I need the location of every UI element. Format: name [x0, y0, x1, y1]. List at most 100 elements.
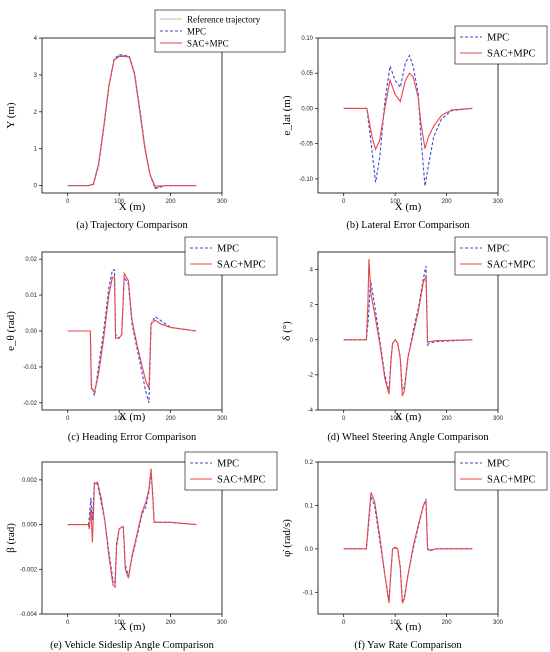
subplot-3: 0 100 200 300 0.02 0.01 0.00 -0.01 -0.02 X (m) e_θ… — [5, 236, 278, 443]
legend-label: SAC+MPC — [487, 475, 536, 486]
y-axis-label: e_θ (rad) — [5, 311, 17, 351]
x-tick-label: 300 — [493, 199, 504, 205]
legend: MPC SAC+MPC — [454, 236, 548, 276]
subplot-6: 0 100 200 300 0.2 0.1 0.0 -0.1 X (m) φ̇ (rad/s) (f… — [281, 451, 548, 651]
subplot-caption: (e) Vehicle Sideslip Angle Comparison — [50, 640, 214, 651]
legend: MPC SAC+MPC — [184, 451, 278, 491]
legend: Reference trajectory MPC SAC+MPC — [154, 9, 286, 53]
x-tick-label: 300 — [217, 620, 228, 626]
x-tick-label: 200 — [166, 620, 177, 626]
x-tick-label: 0 — [66, 620, 70, 626]
x-tick-label: 300 — [493, 416, 504, 422]
y-tick-label: -0.10 — [299, 177, 313, 183]
y-tick-label: 0.02 — [25, 257, 37, 263]
x-tick-label: 200 — [442, 199, 453, 205]
x-tick-label: 100 — [114, 416, 125, 422]
legend-label: SAC+MPC — [217, 260, 266, 271]
x-axis-label: X (m) — [395, 201, 422, 213]
legend-label: MPC — [487, 459, 509, 470]
y-axis-label: δ (°) — [281, 321, 293, 341]
y-tick-label: 0.00 — [301, 106, 313, 112]
x-axis-label: X (m) — [119, 621, 146, 633]
y-axis-label: e_lat (m) — [281, 95, 293, 135]
x-axis-label: X (m) — [119, 411, 146, 423]
y-tick-label: 0 — [310, 338, 314, 344]
y-axis-label: φ̇ (rad/s) — [281, 519, 293, 557]
y-tick-label: -0.1 — [303, 590, 314, 596]
y-tick-label: 0.002 — [22, 478, 38, 484]
legend-box — [184, 451, 278, 491]
plot-frame — [317, 461, 499, 615]
legend-label: MPC — [217, 459, 239, 470]
x-tick-label: 200 — [166, 199, 177, 205]
y-tick-label: 2 — [34, 110, 38, 116]
y-tick-label: -0.004 — [20, 612, 38, 618]
y-tick-label: 0.000 — [22, 523, 38, 529]
y-tick-label: -0.002 — [20, 567, 38, 573]
legend-label: MPC — [487, 33, 509, 44]
x-tick-label: 300 — [217, 416, 228, 422]
subplot-5: 0 100 200 300 0.002 0.000 -0.002 -0.004 X (m) β (… — [5, 451, 278, 651]
series-line-sac-mpc — [343, 258, 473, 397]
x-axis-label: X (m) — [395, 621, 422, 633]
y-tick-label: 0.1 — [305, 503, 314, 509]
y-tick-label: -0.02 — [23, 401, 37, 407]
legend: MPC SAC+MPC — [454, 25, 548, 65]
series-line-sac-mpc — [343, 492, 473, 604]
series-line-mpc — [67, 269, 197, 403]
y-axis-label: Y (m) — [5, 102, 17, 129]
legend-label: MPC — [187, 27, 206, 37]
plot-frame — [41, 37, 223, 194]
y-tick-label: 4 — [34, 36, 38, 42]
plot-frame — [317, 37, 499, 194]
subplot-caption: (b) Lateral Error Comparison — [346, 220, 470, 231]
x-axis-label: X (m) — [119, 201, 146, 213]
y-axis-label: β (rad) — [5, 523, 17, 553]
legend-label: MPC — [217, 244, 239, 255]
legend: MPC SAC+MPC — [454, 451, 548, 491]
legend-label: Reference trajectory — [187, 15, 261, 25]
y-tick-label: -4 — [308, 408, 314, 414]
x-tick-label: 100 — [390, 620, 401, 626]
x-tick-label: 100 — [114, 199, 125, 205]
y-tick-label: 3 — [34, 73, 38, 79]
legend-box — [454, 236, 548, 276]
subplot-caption: (f) Yaw Rate Comparison — [354, 640, 462, 651]
x-tick-label: 0 — [342, 416, 346, 422]
legend-label: SAC+MPC — [217, 475, 266, 486]
subplot-caption: (c) Heading Error Comparison — [68, 432, 197, 443]
x-tick-label: 300 — [217, 199, 228, 205]
y-tick-label: -2 — [308, 373, 314, 379]
x-tick-label: 200 — [166, 416, 177, 422]
x-tick-label: 200 — [442, 620, 453, 626]
x-tick-label: 0 — [342, 620, 346, 626]
series-line-sac-mpc — [67, 55, 197, 189]
series-line-sac-mpc — [67, 271, 197, 394]
subplot-4: 0 100 200 300 4 2 0 -2 -4 X (m) δ (°) (d) Wheel Ste… — [281, 236, 548, 443]
legend-box — [454, 25, 548, 65]
series-line-mpc — [343, 496, 473, 602]
x-tick-label: 100 — [390, 416, 401, 422]
legend-label: SAC+MPC — [487, 260, 536, 271]
legend-box — [184, 236, 278, 276]
series-line-mpc — [67, 54, 197, 190]
y-tick-label: 4 — [310, 268, 314, 274]
x-axis-label: X (m) — [395, 411, 422, 423]
y-tick-label: 0.05 — [301, 71, 313, 77]
series-line-reference-trajectory — [67, 55, 197, 187]
y-tick-label: 0.10 — [301, 36, 313, 42]
legend-label: MPC — [487, 244, 509, 255]
x-tick-label: 200 — [442, 416, 453, 422]
x-tick-label: 300 — [493, 620, 504, 626]
plot-frame — [41, 461, 223, 615]
y-tick-label: 0.2 — [305, 460, 314, 466]
x-tick-label: 100 — [390, 199, 401, 205]
subplot-caption: (d) Wheel Steering Angle Comparison — [327, 432, 489, 443]
legend-label: SAC+MPC — [187, 39, 229, 49]
series-line-mpc — [343, 265, 473, 393]
subplot-1: 0 100 200 300 0 1 2 3 4 X (m) Y (m) (a) Trajectory … — [5, 9, 286, 231]
y-tick-label: 0.0 — [305, 547, 314, 553]
legend-box — [454, 451, 548, 491]
series-line-mpc — [67, 473, 197, 585]
